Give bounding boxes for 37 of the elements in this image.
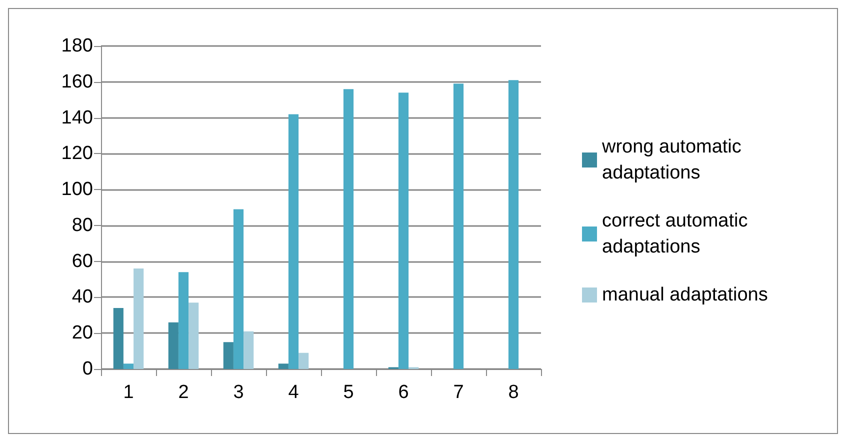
y-tick-label: 40 <box>72 286 93 308</box>
x-tick-label: 7 <box>453 382 464 403</box>
x-tick-label: 5 <box>343 382 354 403</box>
bar <box>288 114 299 369</box>
y-tick-label: 20 <box>72 322 93 344</box>
bar <box>113 308 124 369</box>
bar <box>223 342 234 369</box>
x-tick-label: 4 <box>288 382 300 403</box>
bar <box>244 331 254 369</box>
bar <box>178 272 189 369</box>
legend-label: wrong automatic adaptations <box>601 136 747 184</box>
x-tick-label: 2 <box>178 382 189 403</box>
x-tick-label: 1 <box>123 382 134 403</box>
bar <box>188 302 199 369</box>
x-tick-label: 6 <box>398 382 409 403</box>
y-tick-label: 120 <box>61 143 93 164</box>
bar <box>123 364 134 369</box>
y-tick-label: 80 <box>72 214 93 236</box>
y-tick-label: 100 <box>61 179 93 200</box>
bar <box>453 84 464 369</box>
bar <box>278 364 288 369</box>
bar <box>134 268 144 369</box>
legend-label: correct automatic adaptations <box>602 210 753 258</box>
y-tick-label: 140 <box>61 107 93 128</box>
x-tick-label: 3 <box>233 382 244 403</box>
bar <box>508 80 519 369</box>
y-tick-label: 0 <box>82 358 93 380</box>
bar <box>343 89 354 369</box>
y-tick-label: 180 <box>61 36 93 56</box>
bar <box>168 322 178 369</box>
legend-label: manual adaptations <box>602 284 768 306</box>
y-tick-label: 60 <box>72 250 93 272</box>
bar <box>233 209 244 369</box>
y-tick-label: 160 <box>61 71 93 92</box>
bar <box>298 352 309 369</box>
bar <box>398 92 409 369</box>
x-tick-label: 8 <box>508 382 519 403</box>
